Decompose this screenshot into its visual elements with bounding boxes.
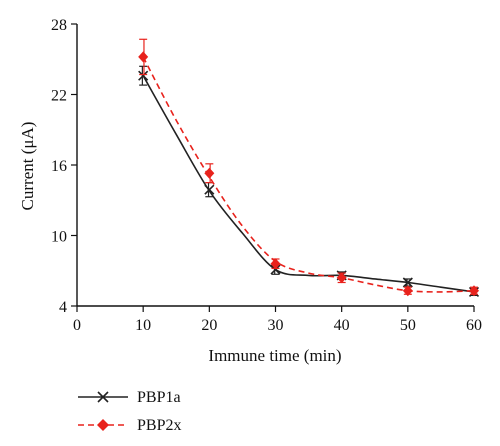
y-tick-label: 10 <box>51 229 67 246</box>
data-point-pbp2x <box>138 51 149 63</box>
x-tick-label: 40 <box>334 317 350 334</box>
legend-item-pbp1a: PBP1a <box>78 389 181 406</box>
data-point-pbp2x <box>336 272 347 284</box>
data-point-pbp1a <box>270 264 281 275</box>
series-line-pbp2x <box>142 56 475 293</box>
y-tick-label: 28 <box>51 17 67 34</box>
data-point-pbp2x <box>402 285 413 297</box>
series-line-pbp1a <box>142 75 475 293</box>
y-axis-ticks: 4 10 16 22 28 <box>51 17 77 316</box>
data-point-pbp2x <box>270 258 281 270</box>
legend-label-pbp1a: PBP1a <box>137 389 181 406</box>
data-point-pbp2x <box>469 285 479 297</box>
data-point-pbp2x <box>204 167 215 179</box>
legend-marker-pbp2x <box>97 419 109 431</box>
legend-item-pbp2x: PBP2x <box>78 417 181 434</box>
series-pbp1a <box>138 65 480 297</box>
y-axis-title: Current (μA) <box>18 122 37 211</box>
data-point-pbp1a <box>402 277 413 288</box>
y-tick-label: 4 <box>59 299 67 316</box>
x-tick-label: 10 <box>135 317 151 334</box>
legend-label-pbp2x: PBP2x <box>137 417 181 434</box>
x-tick-label: 30 <box>268 317 284 334</box>
y-tick-label: 22 <box>51 88 67 105</box>
legend: PBP1a PBP2x <box>78 389 181 434</box>
x-axis-ticks: 0 10 20 30 40 50 60 <box>73 306 482 334</box>
series-layer <box>138 38 480 297</box>
data-point-pbp1a <box>138 70 149 81</box>
data-point-pbp1a <box>204 184 215 195</box>
legend-marker-pbp1a <box>97 391 109 403</box>
x-tick-label: 50 <box>400 317 416 334</box>
x-axis-title: Immune time (min) <box>208 346 341 365</box>
x-tick-label: 0 <box>73 317 81 334</box>
series-pbp2x <box>138 38 479 297</box>
x-tick-label: 20 <box>201 317 217 334</box>
y-tick-label: 16 <box>51 158 67 175</box>
x-tick-label: 60 <box>466 317 482 334</box>
